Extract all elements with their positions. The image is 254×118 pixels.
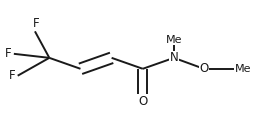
Text: Me: Me	[166, 35, 182, 45]
Text: F: F	[9, 69, 16, 82]
Text: O: O	[199, 62, 209, 75]
Text: O: O	[138, 95, 147, 108]
Text: N: N	[170, 51, 178, 64]
Text: Me: Me	[235, 64, 251, 74]
Text: F: F	[33, 17, 39, 30]
Text: F: F	[5, 47, 12, 60]
